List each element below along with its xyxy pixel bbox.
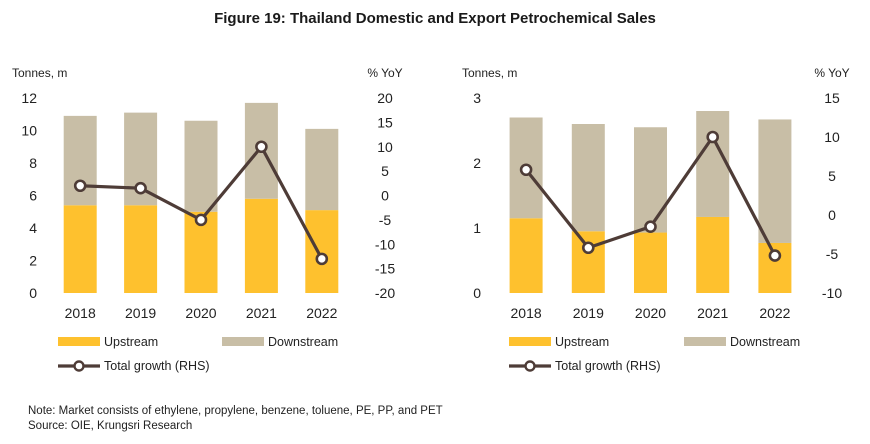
- category-label: 2018: [511, 305, 542, 321]
- right-tick-label: 0: [381, 188, 389, 204]
- growth-point: [644, 220, 657, 233]
- left-tick-label: 2: [473, 155, 481, 171]
- category-label: 2019: [125, 305, 156, 321]
- left-tick-label: 0: [473, 285, 481, 301]
- bar-downstream: [305, 128, 339, 211]
- right-tick-label: 15: [377, 114, 393, 130]
- bar-downstream: [571, 124, 605, 232]
- legend-swatch-downstream: [684, 337, 726, 346]
- growth-point: [73, 179, 87, 193]
- bar-upstream: [571, 231, 605, 293]
- left-tick-label: 6: [29, 188, 37, 204]
- growth-point: [134, 181, 147, 195]
- chart-domestic-sales: Tonnes, m % YoY 0 2 4 6 8 10 12 -20 -15 -10 -5 0 5 10 15…: [12, 66, 403, 373]
- category-label: 2020: [185, 305, 216, 321]
- legend-swatch-upstream: [509, 337, 551, 346]
- category-label: 2021: [697, 305, 728, 321]
- left-tick-label: 10: [21, 123, 37, 139]
- right-tick-label: -5: [379, 212, 392, 228]
- legend-label-downstream: Downstream: [268, 335, 338, 349]
- bar-downstream: [634, 127, 667, 233]
- bar-downstream: [696, 111, 730, 217]
- bar-upstream: [634, 232, 667, 293]
- right-tick-label: 10: [377, 139, 393, 155]
- growth-point: [315, 252, 329, 266]
- chart-note: Note: Market consists of ethylene, propy…: [28, 405, 443, 417]
- right-tick-label: -5: [826, 246, 839, 262]
- chart-export-sales: Tonnes, m % YoY 0 1 2 3 -10 -5 0 5 10 15 2018 2019 202…: [462, 66, 850, 373]
- growth-point: [255, 140, 268, 154]
- legend-swatch-upstream: [58, 337, 100, 346]
- left-tick-label: 12: [21, 90, 37, 106]
- right-tick-label: 10: [824, 129, 840, 145]
- bar-downstream: [758, 119, 792, 243]
- legend-swatch-downstream: [222, 337, 264, 346]
- legend-label-growth: Total growth (RHS): [104, 359, 210, 373]
- bar-upstream: [509, 218, 543, 293]
- category-label: 2018: [65, 305, 96, 321]
- bar-upstream: [696, 216, 730, 293]
- right-axis-title: % YoY: [367, 66, 402, 80]
- left-tick-label: 0: [29, 285, 37, 301]
- bar-upstream: [244, 198, 278, 293]
- bar-upstream: [124, 205, 158, 293]
- growth-point: [706, 130, 720, 144]
- left-tick-label: 8: [29, 155, 37, 171]
- category-label: 2021: [246, 305, 277, 321]
- left-axis-title: Tonnes, m: [12, 66, 67, 80]
- legend-marker-growth: [73, 360, 85, 372]
- growth-point: [519, 163, 533, 177]
- figure-title: Figure 19: Thailand Domestic and Export …: [214, 10, 656, 27]
- left-tick-label: 2: [29, 253, 37, 269]
- bar-upstream: [305, 210, 339, 293]
- growth-point: [768, 249, 782, 262]
- legend-label-growth: Total growth (RHS): [555, 359, 661, 373]
- left-axis-title: Tonnes, m: [462, 66, 517, 80]
- right-tick-label: -20: [375, 285, 395, 301]
- right-tick-label: -15: [375, 261, 395, 277]
- legend-marker-growth: [524, 360, 536, 372]
- chart-source: Source: OIE, Krungsri Research: [28, 420, 193, 432]
- right-tick-label: -10: [375, 236, 395, 252]
- category-label: 2019: [573, 305, 604, 321]
- growth-point: [194, 213, 208, 227]
- left-tick-label: 3: [473, 90, 481, 106]
- right-tick-label: 0: [828, 207, 836, 223]
- right-tick-label: 15: [824, 90, 840, 106]
- legend-label-upstream: Upstream: [104, 335, 158, 349]
- right-tick-label: 20: [377, 90, 393, 106]
- right-tick-label: 5: [381, 163, 389, 179]
- right-tick-label: -10: [822, 285, 842, 301]
- bar-upstream: [63, 205, 97, 293]
- right-tick-label: 5: [828, 168, 836, 184]
- growth-point: [581, 241, 595, 255]
- bar-downstream: [184, 120, 218, 212]
- category-label: 2022: [759, 305, 790, 321]
- legend-label-downstream: Downstream: [730, 335, 800, 349]
- legend-label-upstream: Upstream: [555, 335, 609, 349]
- left-tick-label: 4: [29, 220, 37, 236]
- left-tick-label: 1: [473, 220, 481, 236]
- right-axis-title: % YoY: [814, 66, 849, 80]
- category-label: 2020: [635, 305, 666, 321]
- category-label: 2022: [306, 305, 337, 321]
